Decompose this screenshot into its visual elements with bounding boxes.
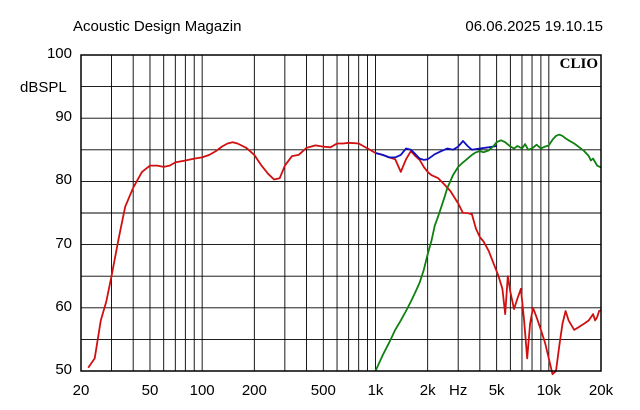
y-tick-label: 80 — [55, 171, 72, 189]
x-tick-label: 10k — [537, 382, 562, 399]
x-tick-label: 20 — [73, 382, 90, 399]
plot-frame — [80, 54, 602, 372]
x-tick-label: 5k — [489, 382, 505, 399]
x-tick-label: Hz — [449, 382, 467, 399]
curves — [87, 133, 602, 376]
x-tick-label: 50 — [142, 382, 159, 399]
series-line-3 — [374, 133, 602, 372]
x-tick-label: 200 — [242, 382, 267, 399]
y-tick-label: 60 — [55, 297, 72, 315]
x-tick-label: 100 — [190, 382, 215, 399]
clio-logo: CLIO — [560, 56, 598, 72]
series-line-2 — [375, 140, 497, 161]
y-tick-label: 50 — [55, 361, 72, 378]
x-tick-label: 2k — [420, 382, 436, 399]
header-timestamp: 06.06.2025 19.10.15 — [465, 18, 603, 35]
header-title: Acoustic Design Magazin — [73, 18, 242, 35]
y-axis-unit-label: dBSPL — [20, 79, 67, 96]
series-line-1 — [87, 141, 602, 376]
x-tick-label: 500 — [311, 382, 336, 399]
x-tick-label: 1k — [368, 382, 384, 399]
x-tick-label: 20k — [589, 382, 614, 399]
y-tick-label: 100 — [46, 45, 72, 62]
x-tick-labels: 20 50 100 200 500 1k 2k Hz 5k 10k 20k — [73, 382, 614, 399]
y-tick-label: 70 — [55, 234, 72, 252]
y-tick-label: 90 — [55, 108, 72, 126]
